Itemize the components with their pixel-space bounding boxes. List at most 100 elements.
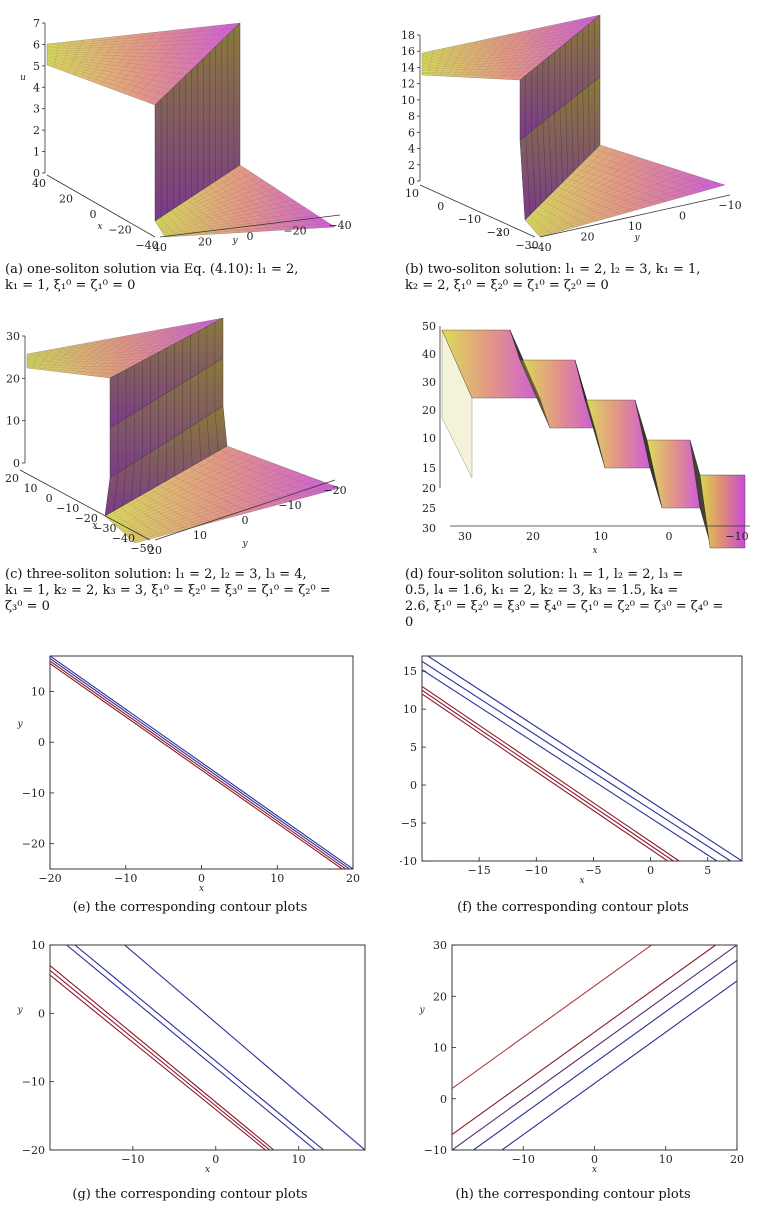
mesh-line xyxy=(501,22,567,80)
x-tick-label: 20 xyxy=(346,872,360,885)
mesh-line xyxy=(139,457,143,497)
mesh-line xyxy=(214,411,219,452)
mesh-line xyxy=(26,359,146,364)
mesh-line xyxy=(421,67,536,71)
mesh-line xyxy=(537,177,702,234)
y-tick-label: 15 xyxy=(422,462,436,475)
contour-line-1 xyxy=(50,658,351,869)
mesh-line xyxy=(635,403,652,472)
contour-line-2 xyxy=(50,660,347,869)
x-tick-label: −10 xyxy=(56,502,79,515)
contour-line-5 xyxy=(50,974,266,1150)
y-tick-label: 40 xyxy=(153,241,167,254)
mesh-line xyxy=(107,32,156,88)
y-tick-label: 20 xyxy=(433,990,447,1003)
x-tick-label: 5 xyxy=(704,864,711,877)
x-axis-line xyxy=(46,174,156,238)
mesh-line xyxy=(582,90,585,162)
x-axis-label: x xyxy=(199,884,204,893)
y-tick-label: 20 xyxy=(581,231,595,244)
x-tick-label: 10 xyxy=(24,482,38,495)
u-tick-label: 6 xyxy=(408,126,415,139)
u-tick-label: 10 xyxy=(401,94,415,107)
contour-line-1 xyxy=(74,945,324,1150)
u-tick-label: 20 xyxy=(422,404,436,417)
mesh-line xyxy=(114,30,168,91)
y-tick-label: 30 xyxy=(422,522,436,535)
mesh-line xyxy=(73,333,138,374)
x-tick-label: −5 xyxy=(585,864,601,877)
mesh-line xyxy=(696,463,707,532)
x-tick-label: 10 xyxy=(659,1153,673,1166)
mesh-line xyxy=(164,223,330,237)
mesh-line xyxy=(421,47,561,65)
mesh-line xyxy=(694,457,706,526)
mesh-line xyxy=(514,344,546,414)
mesh-line xyxy=(643,429,660,499)
mesh-line xyxy=(576,168,668,202)
mesh-line xyxy=(46,59,177,85)
y-tick-label: 10 xyxy=(31,686,45,699)
y-tick-label: 10 xyxy=(628,220,642,233)
mesh-line xyxy=(519,357,550,426)
y-tick-label: 0 xyxy=(679,210,686,223)
mesh-line xyxy=(694,454,705,523)
contour-line-2 xyxy=(452,945,737,1150)
contour-line-4 xyxy=(501,980,737,1150)
mesh-line xyxy=(533,167,671,230)
mesh-line xyxy=(636,406,653,475)
y-tick-label: 0 xyxy=(242,514,249,527)
y-tick-label: 20 xyxy=(422,482,436,495)
mesh-line xyxy=(507,19,578,80)
contour-line-3 xyxy=(50,965,275,1150)
mesh-line xyxy=(513,339,544,409)
mesh-line xyxy=(196,463,289,502)
contour-line-0 xyxy=(452,945,652,1089)
y-tick-label: −40 xyxy=(528,241,551,254)
stair-tread xyxy=(584,399,651,469)
contour-line-3 xyxy=(422,685,680,861)
y-tick-label: −20 xyxy=(283,225,306,238)
panel-c-surface: 30 20 10 0 20 10 0 −10 −20 −30 −40 −50 x 20 10 0 −10 −20 y xyxy=(5,318,365,558)
u-tick-label: 7 xyxy=(33,17,40,30)
y-tick-label: −20 xyxy=(323,484,346,497)
mesh-line xyxy=(122,467,127,507)
contour-lines xyxy=(50,656,353,869)
contour-line-2 xyxy=(66,945,316,1150)
mesh-line xyxy=(536,126,542,204)
u-tick-label: 12 xyxy=(401,78,415,91)
y-tick-label: 20 xyxy=(148,544,162,557)
u-tick-label: 4 xyxy=(408,143,415,156)
y-tick-label: 30 xyxy=(433,939,447,952)
mesh-line xyxy=(567,177,645,208)
x-tick-label: 0 xyxy=(647,864,654,877)
x-tick-label: −20 xyxy=(108,224,131,237)
mesh-line xyxy=(421,51,556,66)
mesh-line xyxy=(638,413,655,482)
y-axis-label: y xyxy=(633,233,640,243)
mesh-line xyxy=(510,332,541,401)
x-axis-line xyxy=(419,184,536,238)
mesh-line xyxy=(538,179,710,235)
x-tick-label: 20 xyxy=(5,472,19,485)
mesh-line xyxy=(173,476,251,513)
mesh-line xyxy=(590,154,702,192)
mesh-line xyxy=(26,367,118,375)
contour-line-4 xyxy=(50,969,271,1150)
mesh-line xyxy=(571,173,656,205)
mesh-line xyxy=(219,450,328,492)
mesh-line xyxy=(181,472,264,509)
mesh-line xyxy=(213,182,282,231)
panel-a-surface: 7 6 5 4 3 2 1 0 u 40 20 0 −20 −40 x 40 20 0 −20 −40 y xyxy=(5,15,365,255)
contour-line-0 xyxy=(426,656,742,861)
mesh-line xyxy=(161,203,300,232)
mesh-line xyxy=(148,24,229,103)
mesh-line xyxy=(190,426,193,467)
mesh-line xyxy=(539,182,718,237)
mesh-line xyxy=(202,189,261,232)
y-tick-label: 15 xyxy=(403,665,417,678)
surface-plot-a: 7 6 5 4 3 2 1 0 u 40 20 0 −20 −40 x 40 20 0 −20 −40 y xyxy=(20,17,352,254)
mesh-line xyxy=(532,164,663,229)
u-tick-label: 8 xyxy=(408,110,415,123)
